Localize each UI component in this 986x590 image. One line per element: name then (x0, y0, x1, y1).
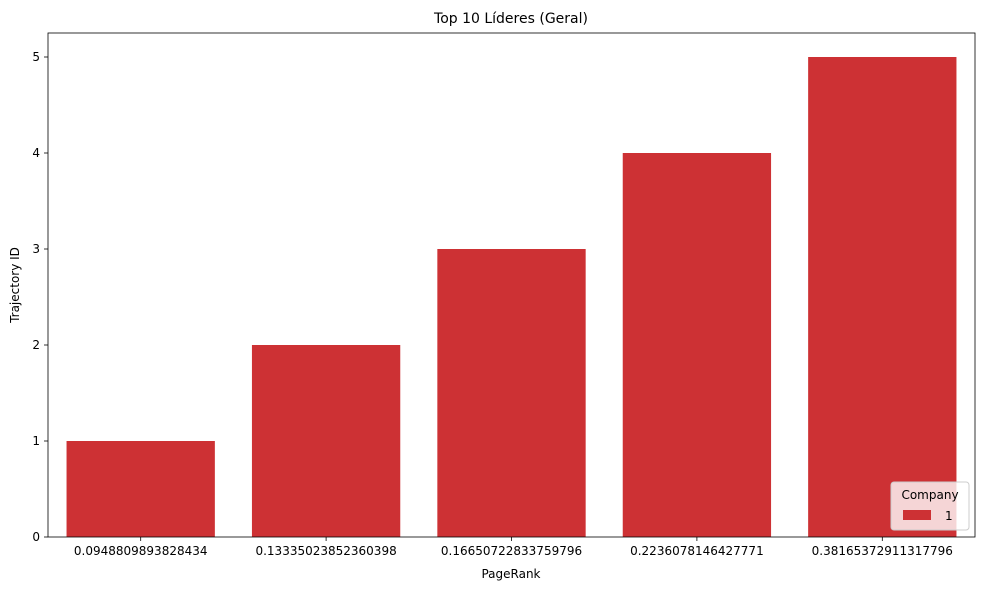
x-axis-title: PageRank (481, 567, 540, 581)
y-tick-label: 5 (32, 50, 40, 64)
y-axis-ticks: 0 1 2 3 4 5 (32, 50, 48, 544)
bar-1 (66, 441, 215, 537)
x-tick-label: 0.0948809893828434 (74, 544, 208, 558)
legend-label: 1 (945, 509, 953, 523)
x-tick-label: 0.2236078146427771 (630, 544, 764, 558)
y-tick-label: 2 (32, 338, 40, 352)
chart-title: Top 10 Líderes (Geral) (433, 11, 588, 27)
x-tick-label: 0.13335023852360398 (255, 544, 396, 558)
x-tick-label: 0.38165372911317796 (812, 544, 953, 558)
bar-2 (251, 345, 401, 537)
plot-frame (47, 32, 976, 538)
bar-5 (808, 57, 957, 537)
y-tick-label: 4 (32, 146, 40, 160)
y-tick-label: 1 (32, 434, 40, 448)
y-axis-title: Trajectory ID (8, 247, 22, 324)
x-axis-ticks: 0.0948809893828434 0.13335023852360398 0.1… (74, 537, 953, 558)
legend-swatch (903, 510, 931, 520)
legend-title: Company (901, 488, 958, 502)
y-tick-label: 3 (32, 242, 40, 256)
bars-group (66, 57, 957, 537)
x-tick-label: 0.16650722833759796 (441, 544, 582, 558)
legend: Company 1 (890, 481, 970, 531)
y-tick-label: 0 (32, 530, 40, 544)
bar-4 (622, 153, 772, 537)
bar-3 (437, 249, 586, 537)
